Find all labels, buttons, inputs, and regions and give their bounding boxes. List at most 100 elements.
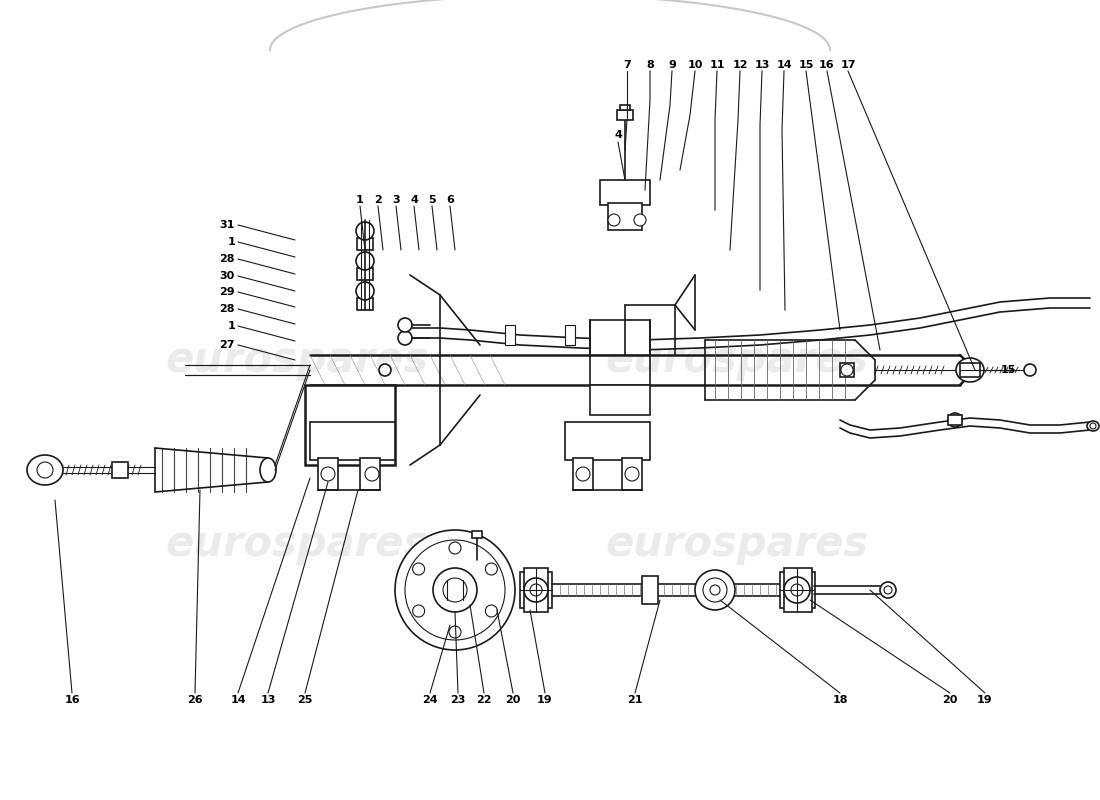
Ellipse shape xyxy=(28,455,63,485)
Text: 31: 31 xyxy=(220,220,235,230)
Bar xyxy=(565,325,575,345)
Text: 15: 15 xyxy=(1000,365,1015,375)
Ellipse shape xyxy=(433,568,477,612)
Bar xyxy=(358,268,373,280)
Text: 28: 28 xyxy=(220,304,235,314)
Text: 11: 11 xyxy=(710,60,725,70)
Text: 7: 7 xyxy=(623,60,631,70)
Bar xyxy=(590,385,650,415)
Bar xyxy=(960,363,980,377)
Ellipse shape xyxy=(576,467,590,481)
Text: 29: 29 xyxy=(219,287,235,297)
Text: 10: 10 xyxy=(688,60,703,70)
Ellipse shape xyxy=(625,467,639,481)
Ellipse shape xyxy=(1024,364,1036,376)
Bar xyxy=(318,458,338,490)
Text: eurospares: eurospares xyxy=(605,339,869,381)
Bar xyxy=(472,531,482,538)
Bar xyxy=(621,458,642,490)
Text: 4: 4 xyxy=(410,195,418,205)
Ellipse shape xyxy=(634,214,646,226)
Text: 20: 20 xyxy=(943,695,958,705)
Text: 3: 3 xyxy=(393,195,399,205)
Ellipse shape xyxy=(842,364,852,376)
Ellipse shape xyxy=(365,467,380,481)
Text: eurospares: eurospares xyxy=(165,523,429,565)
Ellipse shape xyxy=(37,462,53,478)
Text: 28: 28 xyxy=(220,254,235,264)
Bar xyxy=(948,415,962,425)
Ellipse shape xyxy=(524,578,548,602)
Bar xyxy=(360,458,379,490)
Ellipse shape xyxy=(884,586,892,594)
Ellipse shape xyxy=(784,577,810,603)
Text: 25: 25 xyxy=(297,695,312,705)
Bar xyxy=(590,320,650,355)
Text: 16: 16 xyxy=(64,695,80,705)
Ellipse shape xyxy=(710,585,720,595)
Text: 14: 14 xyxy=(777,60,792,70)
Text: 18: 18 xyxy=(833,695,848,705)
Text: 9: 9 xyxy=(668,60,675,70)
Text: 5: 5 xyxy=(428,195,436,205)
Bar xyxy=(565,422,650,460)
Bar xyxy=(573,458,593,490)
Bar xyxy=(524,568,548,612)
Ellipse shape xyxy=(321,467,336,481)
Ellipse shape xyxy=(956,358,984,382)
Text: 6: 6 xyxy=(447,195,454,205)
Text: 12: 12 xyxy=(733,60,748,70)
Ellipse shape xyxy=(356,282,374,300)
Bar xyxy=(505,325,515,345)
Bar xyxy=(520,572,552,608)
Bar xyxy=(620,105,630,110)
Ellipse shape xyxy=(791,584,803,596)
Ellipse shape xyxy=(405,540,505,640)
Text: 14: 14 xyxy=(230,695,245,705)
Text: 23: 23 xyxy=(450,695,465,705)
Ellipse shape xyxy=(379,364,390,376)
Bar xyxy=(112,462,128,478)
Text: 27: 27 xyxy=(220,340,235,350)
Ellipse shape xyxy=(412,605,425,617)
Bar xyxy=(358,298,373,310)
Ellipse shape xyxy=(485,563,497,575)
Text: 24: 24 xyxy=(422,695,438,705)
Text: 4: 4 xyxy=(614,130,622,140)
Text: eurospares: eurospares xyxy=(165,339,429,381)
Ellipse shape xyxy=(260,458,276,482)
Bar xyxy=(840,363,854,377)
Ellipse shape xyxy=(608,214,620,226)
Bar xyxy=(635,325,645,345)
Text: 1: 1 xyxy=(228,321,235,331)
Text: 1: 1 xyxy=(228,237,235,247)
Bar xyxy=(617,110,632,120)
Text: 8: 8 xyxy=(646,60,653,70)
Text: 2: 2 xyxy=(374,195,382,205)
Text: 1: 1 xyxy=(356,195,364,205)
Text: 19: 19 xyxy=(537,695,553,705)
Bar xyxy=(608,203,642,230)
Bar xyxy=(784,568,812,612)
Text: 21: 21 xyxy=(627,695,642,705)
Bar xyxy=(642,576,658,604)
Text: eurospares: eurospares xyxy=(605,523,869,565)
Ellipse shape xyxy=(1087,421,1099,431)
Text: 17: 17 xyxy=(840,60,856,70)
Ellipse shape xyxy=(948,413,962,427)
Ellipse shape xyxy=(356,252,374,270)
Text: 19: 19 xyxy=(977,695,993,705)
Text: 30: 30 xyxy=(220,271,235,281)
Bar xyxy=(780,572,815,608)
Bar xyxy=(305,385,395,465)
Ellipse shape xyxy=(530,584,542,596)
Ellipse shape xyxy=(485,605,497,617)
Ellipse shape xyxy=(880,582,896,598)
Ellipse shape xyxy=(356,222,374,240)
Ellipse shape xyxy=(398,318,412,332)
Text: 13: 13 xyxy=(261,695,276,705)
Bar xyxy=(310,422,395,460)
Text: 15: 15 xyxy=(799,60,814,70)
Ellipse shape xyxy=(443,578,468,602)
Ellipse shape xyxy=(398,331,412,345)
